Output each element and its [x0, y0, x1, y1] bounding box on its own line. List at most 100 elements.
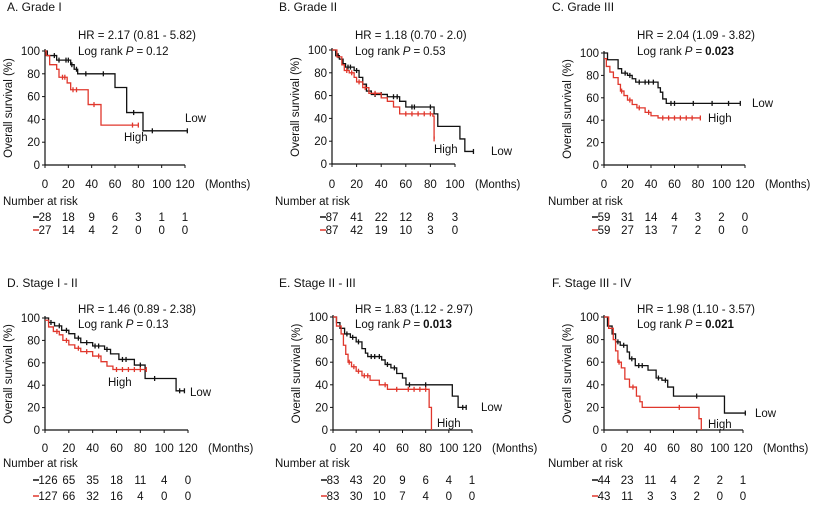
curve-label-low: Low	[481, 402, 503, 414]
x-tick-label: 80	[692, 179, 705, 191]
p-symbol: P	[126, 46, 134, 58]
y-axis-label: Overall survival (%)	[562, 59, 574, 159]
x-tick-label: 40	[644, 443, 657, 455]
hazard-ratio-text: HR = 1.83 (1.12 - 2.97)	[355, 304, 473, 316]
x-tick-label: 100	[152, 179, 171, 191]
survival-curve-low	[332, 49, 474, 153]
risk-count: 18	[62, 212, 75, 224]
x-tick-label: 80	[132, 179, 145, 191]
p-value: 0.013	[423, 319, 452, 331]
x-tick-label: 20	[350, 443, 363, 455]
x-tick-label: 40	[375, 179, 388, 191]
hazard-ratio-text: HR = 1.46 (0.89 - 2.38)	[78, 304, 196, 316]
risk-count: 0	[740, 491, 746, 503]
curve-label-low: Low	[190, 387, 212, 399]
risk-count: 4	[670, 475, 677, 487]
curve-label-low: Low	[755, 408, 777, 420]
x-tick-label: 60	[667, 443, 680, 455]
x-tick-label: 100	[439, 443, 458, 455]
risk-count: 19	[375, 225, 388, 237]
x-tick-label: 0	[601, 179, 607, 191]
risk-count: 0	[185, 475, 191, 487]
risk-count: 10	[373, 491, 386, 503]
risk-count: 41	[350, 212, 363, 224]
km-panel: D. Stage I - II HR = 1.46 (0.89 - 2.38) Lo…	[3, 276, 254, 503]
risk-count: 4	[137, 491, 144, 503]
x-tick-label: 0	[329, 179, 335, 191]
risk-count: 28	[39, 212, 52, 224]
p-value: 0.12	[146, 46, 168, 58]
p-symbol: P	[685, 46, 693, 58]
risk-count: 127	[38, 491, 57, 503]
x-tick-label: 120	[733, 443, 752, 455]
km-panel: C. Grade III HR = 2.04 (1.09 - 3.82) Log r…	[548, 0, 811, 237]
risk-count: 0	[469, 491, 475, 503]
p-value: 0.53	[423, 46, 445, 58]
y-tick-label: 20	[586, 138, 599, 150]
y-tick-label: 60	[586, 357, 599, 369]
x-tick-label: 20	[62, 179, 75, 191]
p-value: 0.023	[705, 46, 734, 58]
risk-count: 3	[135, 212, 141, 224]
survival-curve-low	[604, 316, 746, 414]
y-axis-label: Overall survival (%)	[291, 323, 303, 423]
equals-sign: =	[413, 46, 420, 58]
risk-count: 27	[621, 225, 634, 237]
equals-sign: =	[695, 46, 702, 58]
risk-count: 7	[399, 491, 405, 503]
risk-count: 32	[86, 491, 99, 503]
survival-curve-high	[332, 49, 435, 139]
risk-count: 3	[695, 212, 701, 224]
log-rank-text: Log rank P = 0.023	[637, 46, 734, 58]
risk-count: 2	[718, 212, 724, 224]
x-axis-unit: (Months)	[475, 179, 521, 191]
risk-count: 43	[598, 491, 611, 503]
risk-count: 0	[718, 225, 724, 237]
risk-count: 3	[452, 212, 458, 224]
p-value: 0.13	[146, 319, 168, 331]
x-tick-label: 60	[110, 443, 123, 455]
risk-count: 7	[671, 225, 677, 237]
y-axis-label: Overall survival (%)	[290, 57, 302, 157]
risk-count: 42	[350, 225, 363, 237]
risk-count: 8	[427, 212, 433, 224]
x-tick-label: 120	[462, 443, 481, 455]
survival-curve-high	[333, 316, 433, 430]
risk-count: 2	[693, 491, 699, 503]
risk-count: 0	[135, 225, 141, 237]
risk-count: 12	[399, 212, 412, 224]
y-tick-label: 20	[27, 137, 40, 149]
y-tick-label: 60	[315, 357, 328, 369]
risk-table-title: Number at risk	[3, 196, 78, 208]
x-tick-label: 20	[621, 443, 634, 455]
panel-title: B. Grade II	[279, 0, 337, 14]
panel-title: E. Stage II - III	[279, 276, 356, 290]
risk-count: 87	[326, 212, 339, 224]
risk-table-title: Number at risk	[3, 458, 78, 470]
x-tick-label: 100	[712, 179, 731, 191]
x-tick-label: 0	[42, 443, 48, 455]
log-rank-text: Log rank P = 0.13	[78, 319, 169, 331]
risk-count: 27	[39, 225, 52, 237]
risk-count: 20	[373, 475, 386, 487]
risk-count: 3	[427, 225, 433, 237]
x-tick-label: 80	[134, 443, 147, 455]
risk-count: 22	[375, 212, 388, 224]
y-tick-label: 80	[27, 69, 40, 81]
x-tick-label: 100	[710, 443, 729, 455]
risk-count: 3	[670, 491, 676, 503]
log-rank-text: Log rank P = 0.021	[637, 319, 735, 331]
x-tick-label: 120	[175, 179, 194, 191]
x-tick-label: 0	[601, 443, 607, 455]
p-value: 0.021	[705, 319, 734, 331]
km-panel: B. Grade II HR = 1.18 (0.70 - 2.0) Log ran…	[275, 0, 521, 237]
y-tick-label: 80	[586, 70, 599, 82]
risk-count: 1	[182, 212, 188, 224]
risk-count: 2	[693, 475, 699, 487]
y-tick-label: 100	[580, 312, 599, 324]
y-tick-label: 0	[593, 160, 599, 172]
curve-label-high: High	[437, 418, 461, 430]
risk-count: 6	[112, 212, 118, 224]
y-tick-label: 40	[27, 114, 40, 126]
